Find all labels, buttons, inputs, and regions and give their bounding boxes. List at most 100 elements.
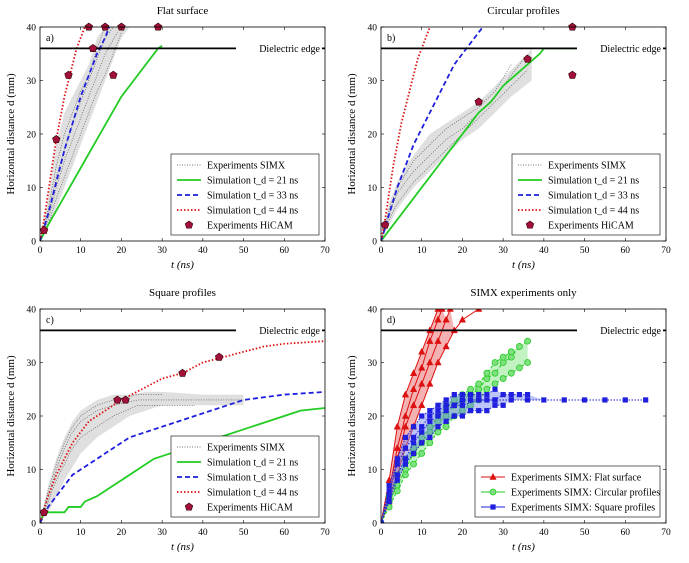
hicam-point — [474, 97, 483, 106]
data-point — [507, 348, 515, 356]
data-point — [451, 392, 457, 398]
legend-item: Experiments SIMX — [177, 161, 286, 172]
y-axis-label: Horizontal distance d (mm) — [5, 73, 17, 195]
legend-swatch-hicam — [184, 502, 194, 511]
series-blue-line — [381, 27, 484, 241]
x-tick-label: 10 — [417, 528, 427, 538]
legend-swatch-hicam — [184, 220, 194, 229]
legend-item: Simulation t_d = 21 ns — [518, 176, 639, 187]
x-tick-label: 30 — [157, 528, 167, 538]
data-point — [401, 411, 410, 419]
x-tick-label: 10 — [76, 528, 86, 538]
panel-label: c) — [46, 315, 54, 326]
data-point — [561, 397, 567, 403]
data-point — [419, 413, 425, 419]
data-point — [402, 456, 409, 462]
hicam-point — [39, 507, 49, 516]
chart-panel-1: Flat surface Dielectric edge 0 10 20 30 40 50 60… — [5, 5, 330, 271]
data-point — [459, 413, 466, 419]
y-tick-label: 30 — [27, 359, 37, 369]
x-tick-label: 30 — [498, 246, 508, 256]
y-tick-label: 20 — [27, 131, 37, 141]
series-green-line — [40, 44, 163, 241]
legend-label: Experiments SIMX: Square profiles — [511, 503, 655, 514]
data-point — [499, 353, 507, 361]
data-point — [418, 363, 426, 371]
data-point — [508, 397, 514, 403]
data-point — [443, 418, 449, 424]
hicam-point — [109, 70, 118, 79]
panel-label: d) — [387, 315, 395, 326]
dielectric-edge-label: Dielectric edge — [259, 44, 320, 55]
legend-item: Simulation t_d = 21 ns — [177, 176, 298, 187]
x-tick-label: 20 — [458, 528, 468, 538]
hicam-point — [88, 44, 98, 52]
experiment-line-1 — [40, 399, 244, 523]
data-point — [409, 385, 418, 392]
y-tick-label: 0 — [372, 238, 377, 248]
data-point — [508, 392, 514, 398]
x-tick-label: 10 — [417, 246, 427, 256]
y-tick-label: 30 — [368, 359, 378, 369]
panel-label: b) — [387, 33, 395, 44]
legend-box — [474, 465, 661, 518]
x-tick-label: 40 — [539, 246, 549, 256]
x-tick-label: 50 — [580, 246, 590, 256]
data-point — [427, 434, 433, 440]
legend-swatch-marker — [489, 488, 497, 496]
legend-item: Experiments HiCAM — [525, 221, 634, 232]
data-point — [459, 397, 466, 403]
data-point — [500, 392, 506, 398]
legend-swatch-marker — [489, 472, 497, 480]
data-point — [467, 392, 474, 398]
y-axis-label: Horizontal distance d (mm) — [5, 355, 17, 477]
data-point — [442, 423, 450, 431]
data-point — [435, 424, 441, 430]
y-tick-label: 0 — [31, 238, 36, 248]
y-tick-label: 10 — [27, 466, 37, 476]
legend-label: Simulation t_d = 44 ns — [207, 206, 298, 217]
data-point — [476, 392, 482, 398]
data-point — [402, 461, 409, 467]
data-point — [419, 440, 425, 446]
x-tick-label: 60 — [280, 246, 290, 256]
data-point — [491, 359, 499, 366]
data-point — [451, 413, 457, 419]
x-tick-label: 70 — [320, 528, 330, 538]
data-point — [524, 392, 531, 398]
series-envelope — [381, 309, 479, 523]
plot-area — [40, 27, 163, 241]
data-point — [386, 493, 392, 499]
experiment-line-2 — [40, 405, 195, 523]
hicam-point — [568, 70, 577, 79]
x-tick-label: 10 — [76, 246, 86, 256]
x-tick-label: 0 — [379, 528, 384, 538]
y-tick-label: 40 — [368, 306, 378, 316]
data-point — [475, 380, 483, 388]
chart-title: Square profiles — [149, 287, 216, 299]
data-point — [442, 342, 450, 350]
data-point — [435, 408, 441, 414]
legend-label: Experiments SIMX: Circular profiles — [511, 488, 660, 499]
legend-item: Simulation t_d = 33 ns — [177, 191, 298, 202]
data-point — [435, 402, 441, 408]
data-point — [434, 358, 442, 366]
dielectric-edge-label: Dielectric edge — [259, 326, 320, 337]
legend-item: Experiments SIMX — [177, 443, 286, 454]
hicam-point — [121, 395, 130, 404]
x-tick-label: 60 — [621, 528, 631, 538]
legend-label: Simulation t_d = 33 ns — [207, 191, 298, 202]
data-point — [410, 460, 417, 468]
data-point — [476, 408, 482, 414]
series-group-red — [381, 309, 483, 523]
legend: Experiments SIMX: Flat surface Experiment… — [474, 465, 661, 518]
legend-label: Simulation t_d = 21 ns — [548, 176, 639, 187]
data-point — [393, 444, 401, 451]
x-tick-label: 30 — [157, 246, 167, 256]
data-point — [434, 337, 442, 344]
data-point — [410, 434, 417, 440]
legend-item: Simulation t_d = 21 ns — [177, 458, 298, 469]
legend-label: Experiments SIMX — [207, 161, 286, 172]
legend-label: Simulation t_d = 44 ns — [548, 206, 639, 217]
data-point — [426, 358, 434, 366]
